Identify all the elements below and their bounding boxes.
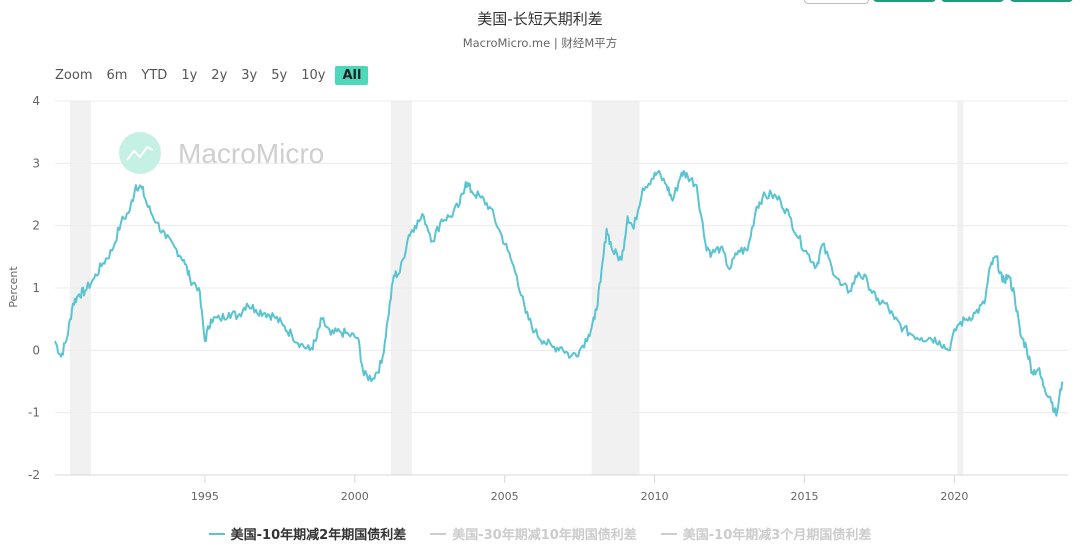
watermark-text: MacroMicro xyxy=(178,138,324,169)
zoom-ytd-button[interactable]: YTD xyxy=(141,67,168,83)
x-axis: 1995 2000 2005 2010 2015 2020 xyxy=(191,475,968,503)
chart-trend-icon xyxy=(126,145,154,161)
y-axis-title: Percent xyxy=(7,266,20,308)
x-tick-label: 1995 xyxy=(191,490,219,503)
series-line-10y-2y[interactable] xyxy=(54,169,1064,417)
legend-line-icon xyxy=(430,532,447,535)
legend-item-10y-2y[interactable]: 美国-10年期减2年期国债利差 xyxy=(208,524,407,543)
legend-item-30y-10y[interactable]: 美国-30年期减10年期国债利差 xyxy=(430,524,637,543)
zoom-5y-button[interactable]: 5y xyxy=(271,67,288,83)
top-action-button-3[interactable] xyxy=(1010,0,1073,2)
line-chart: MacroMicro -2 -1 0 1 2 3 4 Percent 1995 2000 200… xyxy=(7,94,1068,503)
x-tick-label: 2020 xyxy=(940,490,968,503)
y-tick-label: 2 xyxy=(32,219,40,233)
zoom-6m-button[interactable]: 6m xyxy=(106,67,128,83)
legend-label: 美国-30年期减10年期国债利差 xyxy=(452,528,637,543)
y-tick-label: -2 xyxy=(28,468,40,482)
macromicro-logo-icon xyxy=(119,132,161,174)
y-axis: -2 -1 0 1 2 3 4 xyxy=(28,94,40,482)
x-tick-label: 2010 xyxy=(641,490,669,503)
range-selector: Zoom 6m YTD 1y 2y 3y 5y 10y All xyxy=(55,64,374,86)
top-action-button-2[interactable] xyxy=(941,0,1004,2)
watermark: MacroMicro xyxy=(119,132,324,174)
chart-title: 美国-长短天期利差 xyxy=(477,10,603,28)
y-tick-label: -1 xyxy=(28,406,40,420)
y-tick-label: 1 xyxy=(32,281,40,295)
y-tick-label: 0 xyxy=(32,343,40,357)
x-tick-label: 2000 xyxy=(341,490,369,503)
legend: 美国-10年期减2年期国债利差 美国-30年期减10年期国债利差 美国-10年期… xyxy=(0,524,1080,543)
y-tick-label: 3 xyxy=(32,156,40,170)
zoom-3y-button[interactable]: 3y xyxy=(241,67,258,83)
zoom-1y-button[interactable]: 1y xyxy=(181,67,198,83)
zoom-2y-button[interactable]: 2y xyxy=(211,67,228,83)
zoom-10y-button[interactable]: 10y xyxy=(301,67,326,83)
x-tick-label: 2015 xyxy=(791,490,819,503)
legend-item-10y-3m[interactable]: 美国-10年期减3个月期国债利差 xyxy=(660,524,872,543)
chart-subtitle: MacroMicro.me | 财经M平方 xyxy=(462,36,618,50)
legend-line-icon xyxy=(208,532,225,535)
legend-label: 美国-10年期减2年期国债利差 xyxy=(230,528,407,543)
legend-label: 美国-10年期减3个月期国债利差 xyxy=(682,528,872,543)
top-action-button-1[interactable] xyxy=(873,0,936,2)
grid-lines xyxy=(55,100,1068,476)
x-tick-label: 2005 xyxy=(491,490,519,503)
zoom-all-button[interactable]: All xyxy=(335,65,369,85)
legend-line-icon xyxy=(660,532,677,535)
zoom-label: Zoom xyxy=(55,67,93,83)
y-tick-label: 4 xyxy=(32,94,40,108)
